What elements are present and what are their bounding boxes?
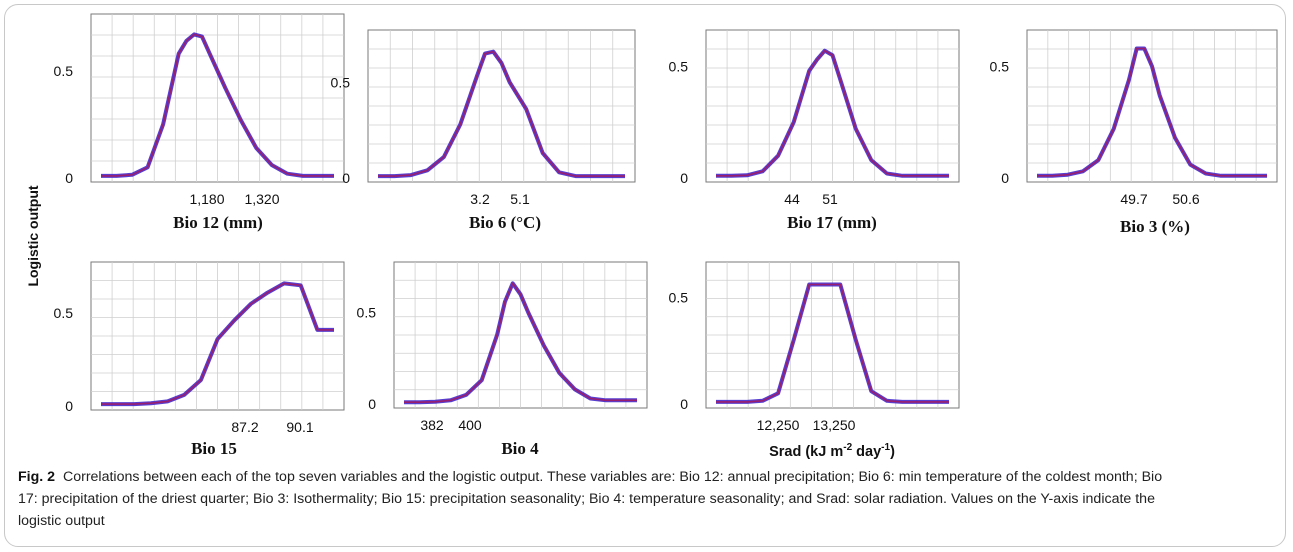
x-tick-label: 1,180 <box>189 191 224 207</box>
x-axis-title: Bio 15 <box>191 439 237 458</box>
y-tick-label: 0.5 <box>54 63 74 79</box>
chart-panel-1: 0 0.5 1,180 1,320 Bio 12 (mm) <box>54 13 345 232</box>
panels-group: 0 0.5 1,180 1,320 Bio 12 (mm) 0 0.5 3.2 5.1 Bio 6… <box>54 13 1278 460</box>
series-line <box>378 50 625 177</box>
y-axis-label: Logistic output <box>25 185 41 286</box>
series-line <box>1037 47 1267 177</box>
caption-label: Fig. 2 <box>18 469 56 485</box>
x-axis-title: Bio 12 (mm) <box>173 213 263 232</box>
x-axis-title: Bio 4 <box>501 439 539 458</box>
x-tick-label: 51 <box>822 191 838 207</box>
x-axis-title: Bio 6 (°C) <box>469 213 541 232</box>
x-tick-label: 87.2 <box>231 419 258 435</box>
x-tick-label: 3.2 <box>470 191 490 207</box>
chart-panel-4: 0 0.5 49.7 50.6 Bio 3 (%) <box>990 29 1278 236</box>
chart-panel-7: 0 0.5 12,250 13,250 Srad (kJ m-2 day-1) <box>669 261 960 460</box>
figure-frame <box>4 4 1286 547</box>
x-tick-label: 13,250 <box>813 417 856 433</box>
x-tick-label: 90.1 <box>286 419 313 435</box>
y-tick-label: 0 <box>680 396 688 412</box>
x-tick-label: 400 <box>458 417 482 433</box>
x-axis-title: Bio 17 (mm) <box>787 213 877 232</box>
series-line <box>716 283 949 403</box>
chart-panel-3: 0 0.5 44 51 Bio 17 (mm) <box>669 29 960 232</box>
x-axis-title: Srad (kJ m-2 day-1) <box>769 442 895 460</box>
chart-panel-2: 0 0.5 3.2 5.1 Bio 6 (°C) <box>331 29 636 232</box>
x-tick-label: 50.6 <box>1172 191 1199 207</box>
x-tick-label: 44 <box>784 191 800 207</box>
series-line <box>404 282 637 404</box>
x-axis-title: Bio 3 (%) <box>1120 217 1190 236</box>
figure-caption: Fig. 2 Correlations between each of the … <box>18 466 1168 532</box>
series-line <box>716 49 949 177</box>
y-tick-label: 0 <box>368 396 376 412</box>
y-tick-label: 0.5 <box>357 305 377 321</box>
y-tick-label: 0.5 <box>669 58 689 74</box>
y-tick-label: 0.5 <box>669 289 689 305</box>
y-tick-label: 0 <box>1001 170 1009 186</box>
x-tick-label: 382 <box>420 417 444 433</box>
y-tick-label: 0 <box>65 170 73 186</box>
x-tick-label: 49.7 <box>1120 191 1147 207</box>
y-tick-label: 0 <box>342 170 350 186</box>
series-line <box>101 33 334 177</box>
y-tick-label: 0.5 <box>54 305 74 321</box>
y-tick-label: 0 <box>65 398 73 414</box>
y-tick-label: 0.5 <box>331 74 351 90</box>
y-tick-label: 0.5 <box>990 58 1010 74</box>
chart-panel-5: 0 0.5 87.2 90.1 Bio 15 <box>54 261 345 458</box>
x-tick-label: 12,250 <box>757 417 800 433</box>
y-tick-label: 0 <box>680 170 688 186</box>
series-line <box>101 282 334 405</box>
x-tick-label: 5.1 <box>510 191 530 207</box>
chart-panel-6: 0 0.5 382 400 Bio 4 <box>357 261 648 458</box>
caption-text: Correlations between each of the top sev… <box>18 469 1163 529</box>
x-tick-label: 1,320 <box>244 191 279 207</box>
